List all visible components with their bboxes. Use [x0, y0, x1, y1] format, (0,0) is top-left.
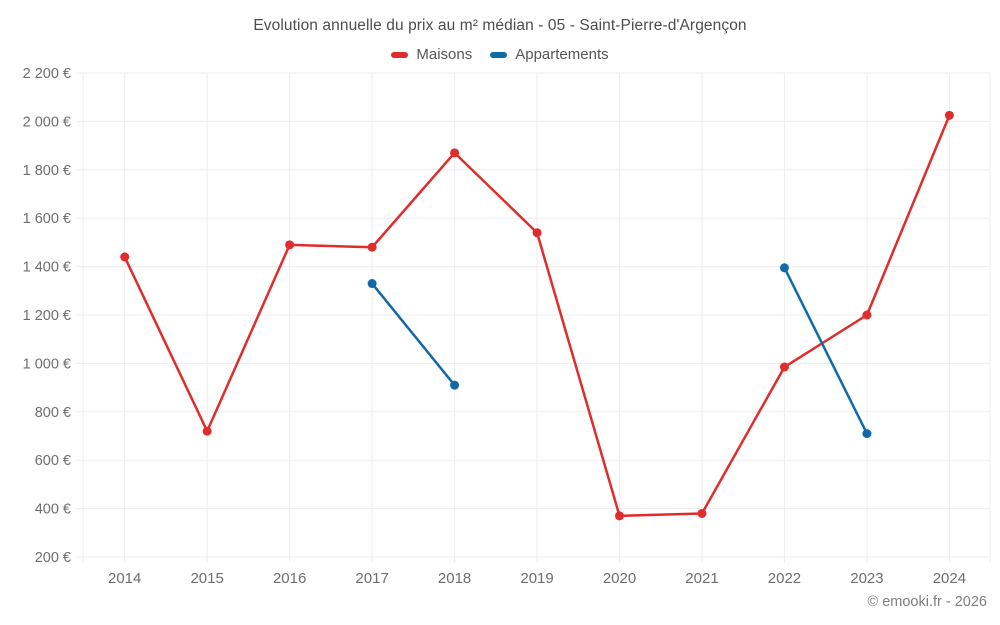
y-axis-tick-label: 1 000 € — [23, 356, 71, 372]
x-axis-tick-label: 2023 — [850, 570, 883, 587]
x-axis-tick-label: 2014 — [108, 570, 141, 587]
y-axis-tick-label: 1 400 € — [23, 260, 71, 276]
appartements-line — [783, 266, 869, 435]
legend-label-appartements: Appartements — [515, 46, 609, 63]
maisons-data-point[interactable] — [367, 242, 377, 252]
maisons-data-point[interactable] — [944, 110, 954, 120]
y-axis-tick-label: 2 200 € — [23, 66, 71, 82]
y-axis-tick-label: 800 € — [35, 405, 71, 421]
maisons-data-point[interactable] — [532, 228, 542, 238]
appartements-data-point[interactable] — [450, 380, 460, 390]
x-axis-tick-label: 2016 — [273, 570, 306, 587]
maisons-data-point[interactable] — [202, 426, 212, 436]
maisons-legend-marker-icon — [391, 51, 409, 58]
x-axis-tick-label: 2018 — [438, 570, 471, 587]
y-axis-tick-label: 600 € — [35, 453, 71, 469]
appartements-legend-marker-icon — [490, 51, 508, 58]
maisons-data-point[interactable] — [697, 508, 707, 518]
y-axis-tick-label: 1 200 € — [23, 308, 71, 324]
x-axis-tick-label: 2024 — [933, 570, 966, 587]
copyright-footer: © emooki.fr - 2026 — [867, 594, 987, 610]
appartements-line — [370, 282, 456, 387]
y-axis-tick-label: 1 600 € — [23, 211, 71, 227]
maisons-data-point[interactable] — [450, 148, 460, 158]
maisons-data-point[interactable] — [120, 252, 130, 262]
x-axis-tick-label: 2015 — [190, 570, 223, 587]
y-axis-tick-label: 1 800 € — [23, 163, 71, 179]
maisons-data-point[interactable] — [285, 240, 295, 250]
legend-item-maisons[interactable]: Maisons — [391, 46, 472, 63]
x-axis-tick-label: 2022 — [768, 570, 801, 587]
appartements-data-point[interactable] — [862, 429, 872, 439]
x-axis-tick-label: 2019 — [520, 570, 553, 587]
legend: Maisons Appartements — [0, 46, 1000, 63]
x-axis-tick-label: 2017 — [355, 570, 388, 587]
y-axis-tick-label: 2 000 € — [23, 114, 71, 130]
legend-label-maisons: Maisons — [416, 46, 473, 63]
x-axis-tick-label: 2020 — [603, 570, 636, 587]
y-axis-tick-label: 200 € — [35, 550, 71, 566]
legend-item-appartements[interactable]: Appartements — [490, 46, 609, 63]
maisons-data-point[interactable] — [779, 362, 789, 372]
x-axis-tick-label: 2021 — [685, 570, 718, 587]
maisons-data-point[interactable] — [615, 511, 625, 521]
maisons-data-point[interactable] — [862, 310, 872, 320]
appartements-data-point[interactable] — [367, 279, 377, 289]
y-axis-tick-label: 400 € — [35, 502, 71, 518]
chart-title: Evolution annuelle du prix au m² médian … — [253, 17, 747, 34]
appartements-data-point[interactable] — [779, 263, 789, 273]
